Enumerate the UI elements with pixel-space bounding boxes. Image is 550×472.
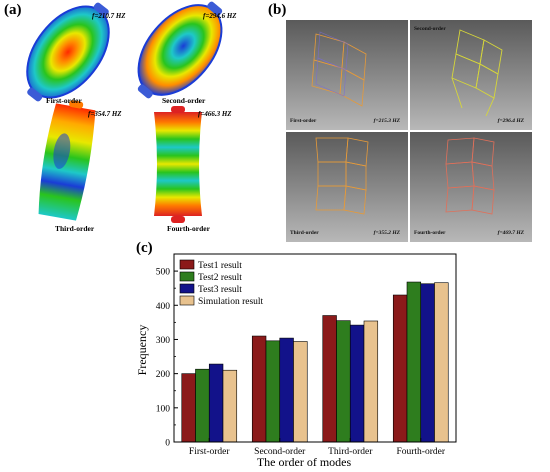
legend-label-4: Simulation result <box>198 297 264 307</box>
mode-a1-frequency: f=210.7 HZ <box>92 12 126 20</box>
bar-1-2 <box>251 335 267 443</box>
legend-swatch-3 <box>179 283 195 294</box>
bar-1-4 <box>392 294 408 443</box>
legend-label-1: Test1 result <box>198 261 242 271</box>
plot-frame <box>173 253 457 443</box>
y-tick-label-4: 400 <box>156 302 171 312</box>
bar-4-2 <box>293 341 308 443</box>
legend-label-3: Test3 result <box>198 285 242 295</box>
bar-2-4 <box>406 281 422 443</box>
exp-mode-2-frequency: f=296.4 HZ <box>497 118 524 124</box>
mode-a2-name: Second-order <box>162 96 206 105</box>
legend-label-2: Test2 result <box>198 273 242 283</box>
mode-a3-name: Third-order <box>55 224 95 233</box>
mode-a4-frequency: f=466.3 HZ <box>198 110 232 118</box>
bar-3-2 <box>279 337 294 443</box>
x-axis-label: The order of modes <box>257 455 352 469</box>
panel-c-label: (c) <box>136 240 153 256</box>
exp-mode-1-name: First-order <box>290 118 317 124</box>
exp-mode-3-name: Third-order <box>290 230 319 236</box>
exp-mode-2-name: Second-order <box>414 26 446 32</box>
y-tick-label-1: 100 <box>156 404 171 414</box>
experimental-mode-3: Third-order f=355.2 HZ <box>286 132 408 242</box>
experimental-mode-4: Fourth-order f=469.7 HZ <box>410 132 532 242</box>
bar-3-3 <box>349 324 365 443</box>
bar-1-1 <box>181 373 196 443</box>
panel-a-label: (a) <box>4 2 22 18</box>
panel-a-fem-images <box>26 1 223 223</box>
legend-swatch-4 <box>179 295 195 306</box>
y-tick-label-5: 500 <box>156 268 171 278</box>
y-tick-label-0: 0 <box>165 439 170 449</box>
y-axis-label: Frequency <box>135 325 149 376</box>
bar-4-4 <box>434 282 449 443</box>
exp-mode-4-frequency: f=469.7 HZ <box>497 230 524 236</box>
bar-2-2 <box>265 340 281 443</box>
legend-swatch-1 <box>179 259 195 270</box>
legend-swatch-2 <box>179 271 195 282</box>
panel-b-label: (b) <box>268 2 287 18</box>
mode-a2-frequency: f=294.6 HZ <box>203 12 237 20</box>
y-tick-label-3: 300 <box>156 336 171 346</box>
x-tick-label-3: Third-order <box>328 447 373 457</box>
bar-1-3 <box>322 315 337 443</box>
exp-mode-3-frequency: f=355.2 HZ <box>373 230 400 236</box>
x-tick-label-1: First-order <box>189 447 230 457</box>
x-tick-label-2: Second-order <box>254 447 306 457</box>
experimental-mode-2: Second-order f=296.4 HZ <box>410 20 532 130</box>
bar-3-1 <box>208 363 224 443</box>
bar-2-1 <box>195 368 210 443</box>
exp-mode-4-name: Fourth-order <box>414 230 446 236</box>
exp-mode-1-frequency: f=215.3 HZ <box>373 118 400 124</box>
mode-a1-name: First-order <box>46 96 82 105</box>
bar-4-1 <box>222 369 238 443</box>
experimental-mode-1: First-order f=215.3 HZ <box>286 20 408 130</box>
bar-4-3 <box>363 320 379 443</box>
bar-2-3 <box>336 320 351 443</box>
mode-a4-name: Fourth-order <box>167 224 210 233</box>
x-tick-label-4: Fourth-order <box>396 447 445 457</box>
bar-3-4 <box>420 283 435 443</box>
y-tick-label-2: 200 <box>156 370 171 380</box>
mode-a3-frequency: f=354.7 HZ <box>88 110 122 118</box>
